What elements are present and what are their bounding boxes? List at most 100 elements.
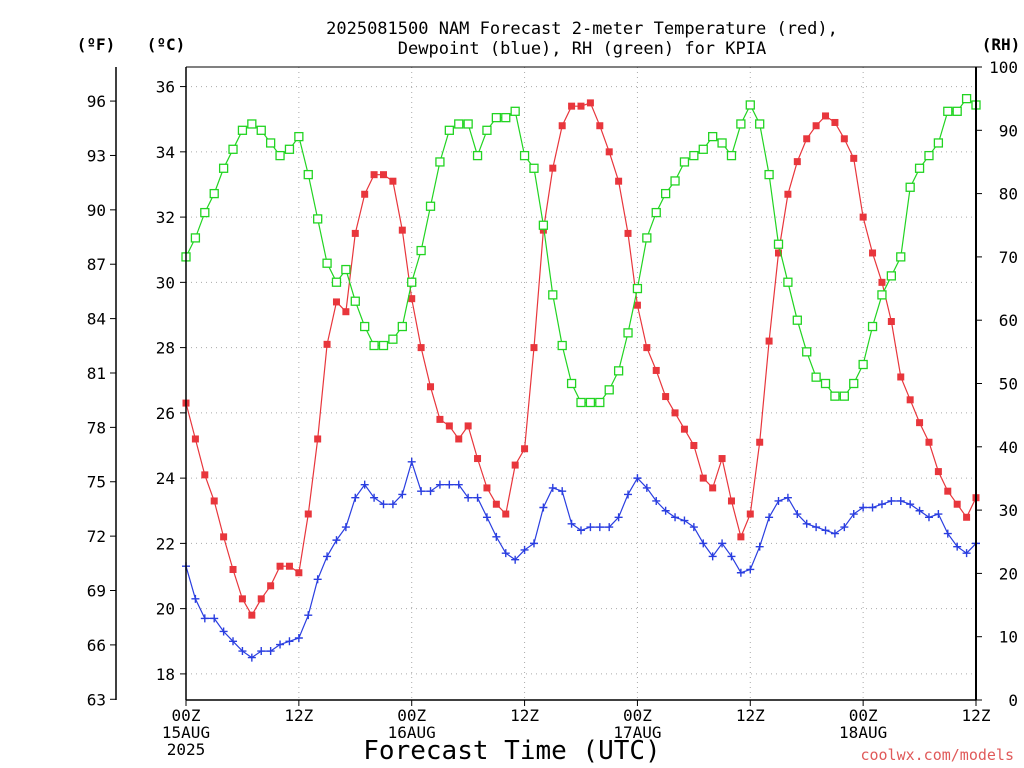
dewpoint-point [351,493,360,502]
celsius-tick-label: 36 [156,78,175,97]
temperature-point [897,373,905,381]
dewpoint-point [840,523,849,532]
x-tick-label: 00Z [849,706,878,725]
rh-point [435,157,445,167]
rh-point [350,296,360,306]
dewpoint-point [962,549,971,558]
dewpoint-point [953,542,962,551]
dewpoint-point [736,568,745,577]
dewpoint-point [266,647,275,656]
rh-point [200,207,210,218]
temperature-point [596,122,604,130]
dewpoint-point [501,549,510,558]
rh-point [313,214,323,224]
dewpoint-point [558,487,567,496]
dewpoint-point [774,496,783,505]
temperature-point [351,229,359,237]
temperature-point [210,497,218,505]
fahrenheit-tick-label: 75 [87,473,106,492]
temperature-point [963,513,971,521]
temperature-point [775,249,782,257]
dewpoint-point [276,640,285,649]
temperature-point [850,154,858,162]
rh-tick-label: 30 [999,501,1018,520]
rh-point [849,378,859,389]
dewpoint-point [595,523,604,532]
rh-axis-unit: (RH) [982,35,1021,54]
celsius-tick-label: 28 [156,339,175,358]
dewpoint-point [699,539,708,548]
dewpoint-point [370,493,379,502]
dewpoint-point [529,539,538,548]
dewpoint-point [708,552,717,561]
temperature-point [925,438,933,446]
rh-point [698,144,708,154]
rh-point [472,150,483,161]
temperature-point [727,497,735,505]
rh-point [773,239,784,249]
rh-point [585,397,596,408]
temperature-point [455,435,463,443]
dewpoint-point [887,496,896,505]
celsius-tick-label: 24 [156,469,175,488]
temperature-point [869,249,877,257]
dewpoint-point [755,542,764,551]
temperature-point [229,565,237,573]
temperature-point [474,455,482,463]
dewpoint-point [868,503,877,512]
temperature-point [756,438,764,446]
temperature-point [238,595,246,603]
rh-point [247,119,257,129]
dewpoint-point [577,526,585,535]
rh-tick-label: 80 [999,185,1018,204]
dewpoint-point [304,611,313,620]
rh-point [388,334,398,344]
rh-point [425,201,436,211]
x-tick-label: 00Z [397,706,426,725]
temperature-point [812,122,820,130]
dewpoint-point [219,627,228,636]
rh-point [491,112,502,123]
temperature-point [539,226,547,234]
temperature-point [502,510,510,518]
rh-point [510,106,520,116]
temperature-point [530,344,538,352]
rh-tick-label: 70 [999,248,1018,267]
dewpoint-point [435,480,444,489]
temperature-point [370,171,378,179]
rh-tick-label: 50 [999,375,1018,394]
dewpoint-point [482,513,491,522]
temperature-point [436,415,444,423]
temperature-point [427,383,435,391]
temperature-point [916,419,924,427]
dewpoint-point [859,503,868,512]
rh-point [924,150,934,161]
rh-point [670,176,680,186]
dewpoint-point [671,513,680,522]
dewpoint-point [689,523,698,532]
rh-point [294,131,304,142]
rh-point [914,163,925,173]
x-tick-label: 12Z [510,706,539,725]
dewpoint-point [285,637,294,646]
x-tick-label: 12Z [962,706,991,725]
rh-point [877,290,887,300]
rh-tick-label: 90 [999,121,1018,140]
x-tick-date-label: 17AUG [613,723,661,742]
dewpoint-point [210,614,219,623]
dewpoint-point [877,500,886,509]
celsius-tick-label: 22 [156,534,175,553]
rh-point [444,125,454,135]
rh-point [284,144,295,154]
temperature-point [699,474,707,482]
dewpoint-point [313,575,322,584]
rh-point [595,397,605,408]
rh-point [378,340,389,351]
rh-point [360,321,370,332]
temperature-point [549,164,557,172]
temperature-point [718,455,726,463]
rh-tick-label: 20 [999,564,1018,583]
dewpoint-point [924,513,933,522]
temperature-point [586,99,594,107]
dewpoint-point [191,594,200,603]
